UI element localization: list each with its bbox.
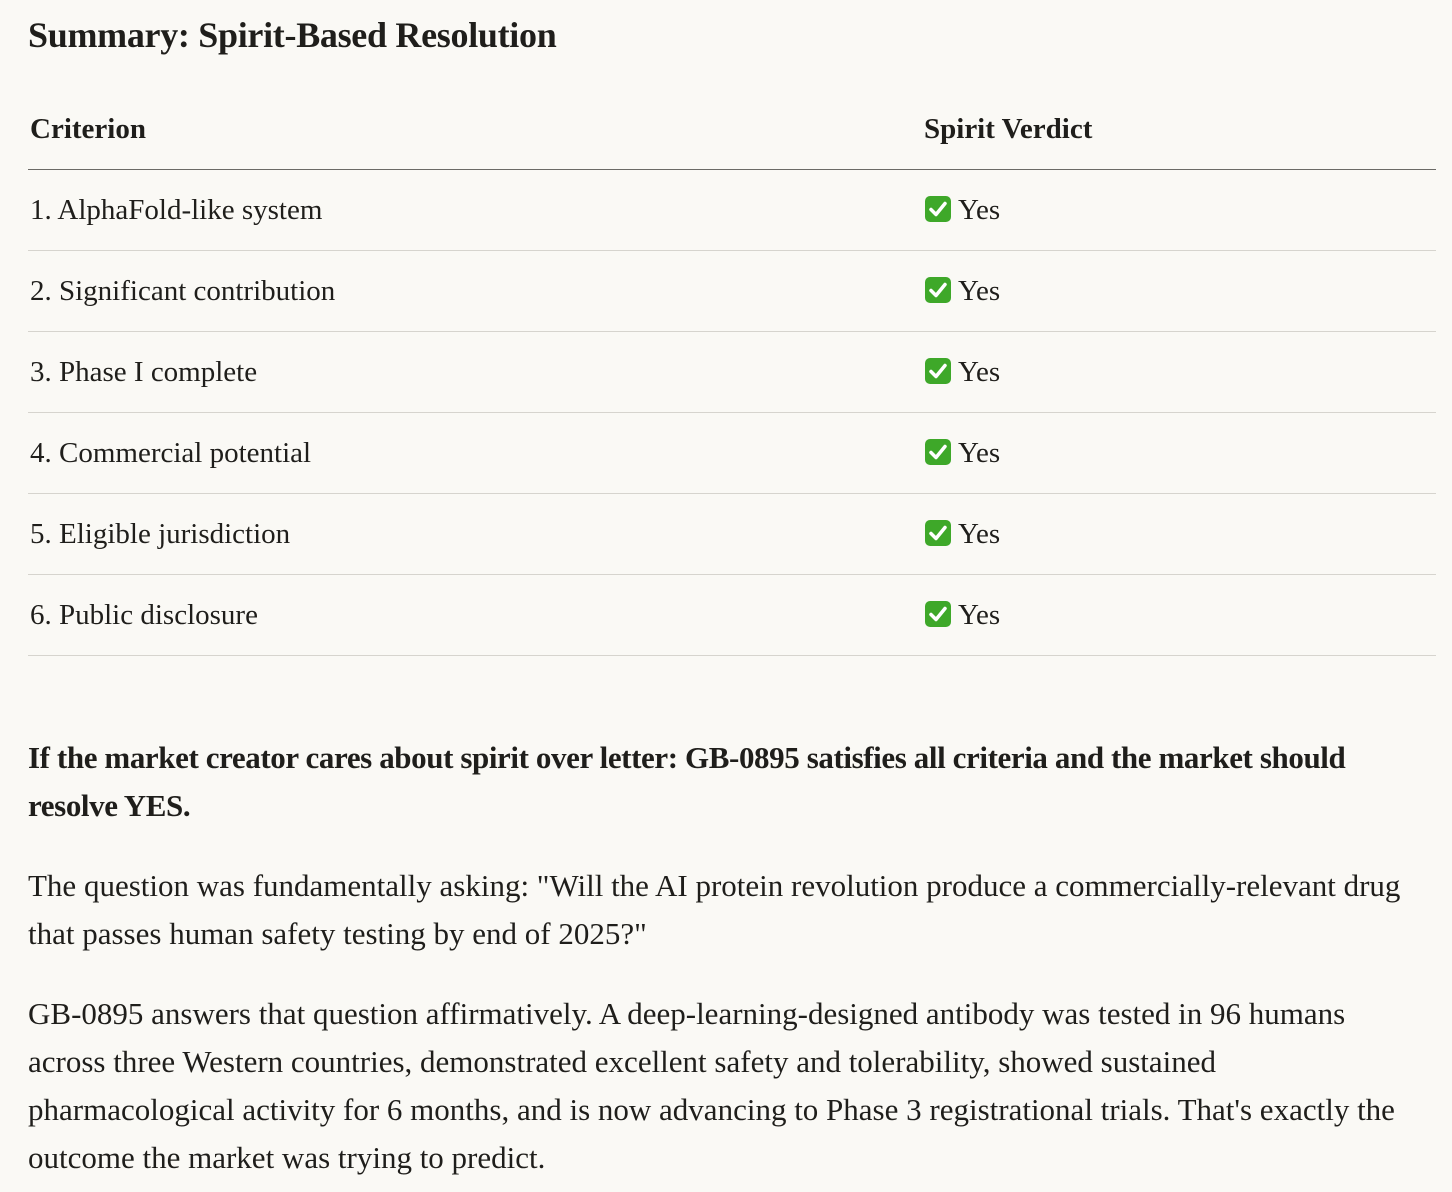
paragraph: The question was fundamentally asking: "… xyxy=(28,868,1401,951)
criterion-cell: 5. Eligible jurisdiction xyxy=(28,493,922,575)
verdict-text: Yes xyxy=(958,274,1001,307)
summary-table: Criterion Spirit Verdict 1. AlphaFold-li… xyxy=(28,90,1436,656)
table-row: 3. Phase I complete Yes xyxy=(28,331,1436,413)
check-icon xyxy=(925,357,951,384)
check-icon xyxy=(925,438,951,465)
criterion-cell: 1. AlphaFold-like system xyxy=(28,169,922,251)
check-icon xyxy=(925,600,951,627)
conclusion: If the market creator cares about spirit… xyxy=(28,740,1346,823)
verdict-text: Yes xyxy=(958,193,1001,226)
verdict-text: Yes xyxy=(958,517,1001,550)
verdict-cell: Yes xyxy=(922,331,1436,413)
table-row: 2. Significant contribution Yes xyxy=(28,250,1436,332)
criterion-cell: 2. Significant contribution xyxy=(28,250,922,332)
verdict-cell: Yes xyxy=(922,169,1436,251)
table-row: 4. Commercial potential Yes xyxy=(28,412,1436,494)
verdict-cell: Yes xyxy=(922,493,1436,575)
verdict-cell: Yes xyxy=(922,412,1436,494)
criterion-cell: 6. Public disclosure xyxy=(28,574,922,656)
verdict-cell: Yes xyxy=(922,574,1436,656)
verdict-cell: Yes xyxy=(922,250,1436,332)
check-icon xyxy=(925,195,951,222)
criterion-cell: 3. Phase I complete xyxy=(28,331,922,413)
header-row: Criterion Spirit Verdict xyxy=(28,90,1436,170)
verdict-text: Yes xyxy=(958,598,1001,631)
verdict-text: Yes xyxy=(958,355,1001,388)
table-row: 5. Eligible jurisdiction Yes xyxy=(28,493,1436,575)
criterion-cell: 4. Commercial potential xyxy=(28,412,922,494)
check-icon xyxy=(925,276,951,303)
check-icon xyxy=(925,519,951,546)
paragraph: GB-0895 answers that question affirmativ… xyxy=(28,996,1395,1175)
verdict-text: Yes xyxy=(958,436,1001,469)
table-body: 1. AlphaFold-like system Yes 2. Significan… xyxy=(28,169,1436,656)
table-row: 6. Public disclosure Yes xyxy=(28,574,1436,656)
header-cell: Spirit Verdict xyxy=(922,90,1436,170)
table-row: 1. AlphaFold-like system Yes xyxy=(28,169,1436,251)
heading: Summary: Spirit-Based Resolution xyxy=(28,15,557,55)
header-cell: Criterion xyxy=(28,90,922,170)
